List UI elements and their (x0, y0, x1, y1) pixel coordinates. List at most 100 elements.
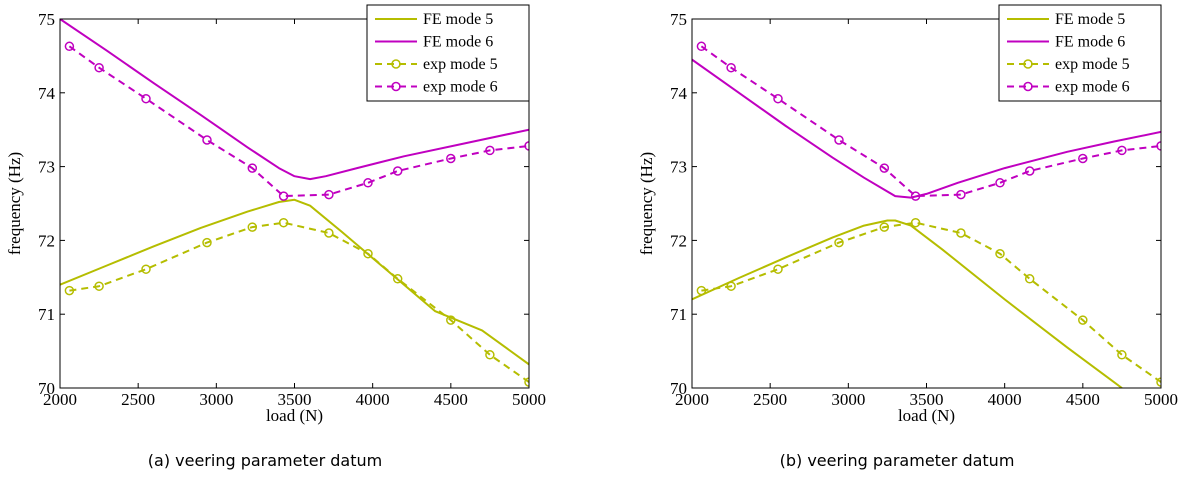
y-tick-label: 70 (38, 379, 55, 398)
data-point (278, 217, 289, 228)
data-point (834, 237, 844, 248)
legend-marker (391, 59, 401, 69)
series-line-fe-mode-6 (692, 58, 1161, 199)
chart-panel-1: 2000 2500 3000 3500 4000 4500 5000 70 71 72 73 74 75… (5, 4, 546, 470)
y-tick-label: 74 (670, 84, 688, 103)
data-point (834, 135, 844, 145)
chart-panel-2: 2000 2500 3000 3500 4000 4500 5000 70 71 72 73 74 75… (637, 4, 1178, 470)
legend-marker (1023, 59, 1033, 69)
x-tick-label: 4000 (988, 390, 1022, 409)
x-tick-label: 3000 (831, 390, 865, 409)
x-tick-label: 2000 (43, 390, 77, 409)
y-tick-label: 73 (38, 158, 55, 177)
y-tick-label: 75 (670, 10, 687, 29)
data-point (879, 222, 890, 232)
series-line-exp-mode-5 (69, 221, 529, 383)
x-tick-label: 2000 (675, 390, 709, 409)
data-point (485, 350, 495, 360)
data-point (726, 62, 736, 73)
data-point (910, 217, 921, 228)
data-point (446, 153, 456, 164)
data-point (392, 166, 403, 176)
data-point (363, 248, 373, 259)
data-point (1156, 141, 1161, 151)
data-point (485, 145, 495, 156)
x-tick-label: 3500 (278, 390, 312, 409)
x-tick-label: 5000 (1144, 390, 1178, 409)
x-tick-label: 4500 (434, 390, 468, 409)
legend-box (366, 4, 530, 102)
data-point (956, 189, 966, 200)
data-point (773, 93, 783, 104)
legend-label: exp mode 6 (1055, 79, 1130, 96)
series-line-fe-mode-5 (60, 198, 529, 366)
data-point (278, 191, 289, 201)
x-axis-label: load (N) (266, 406, 323, 425)
data-point (202, 237, 212, 248)
x-tick-label: 2500 (121, 390, 155, 409)
data-point (324, 228, 334, 238)
data-point (1117, 350, 1127, 360)
data-point (141, 93, 151, 104)
y-tick-label: 75 (38, 10, 55, 29)
data-point (773, 264, 783, 274)
data-point (141, 264, 151, 274)
x-tick-label: 3500 (910, 390, 944, 409)
data-point (64, 285, 75, 296)
series-line-fe-mode-6 (60, 19, 529, 181)
data-point (247, 222, 258, 232)
data-point (392, 274, 403, 284)
x-tick-label: 3000 (199, 390, 233, 409)
x-tick-label: 5000 (512, 390, 546, 409)
data-point (94, 62, 104, 73)
x-tick-label: 4500 (1066, 390, 1100, 409)
legend-box (998, 4, 1162, 102)
y-tick-label: 71 (670, 305, 687, 324)
legend-marker (391, 81, 401, 92)
y-tick-label: 72 (670, 231, 687, 250)
y-tick-label: 71 (38, 305, 55, 324)
y-tick-label: 70 (670, 379, 687, 398)
data-point (995, 178, 1005, 188)
legend: FE mode 5 FE mode 6 exp mode 5 exp mode 6 (998, 4, 1162, 102)
data-point (324, 189, 334, 200)
data-point (446, 315, 456, 325)
data-point (524, 141, 529, 151)
data-point (696, 285, 707, 296)
data-point (696, 41, 707, 52)
figure-caption: (a) veering parameter datum (148, 451, 382, 470)
data-point (1156, 377, 1161, 387)
legend-label: exp mode 5 (423, 56, 498, 73)
legend-marker (1023, 81, 1033, 92)
series-line-exp-mode-5 (701, 221, 1161, 383)
y-tick-label: 74 (38, 84, 56, 103)
data-point (956, 228, 966, 238)
legend-label: FE mode 5 (1055, 11, 1125, 28)
data-point (524, 377, 529, 387)
data-point (995, 248, 1005, 259)
y-tick-label: 72 (38, 231, 55, 250)
legend-label: FE mode 6 (423, 34, 493, 51)
data-point (910, 191, 921, 201)
figure-caption: (b) veering parameter datum (780, 451, 1015, 470)
legend-label: FE mode 5 (423, 11, 493, 28)
data-point (64, 41, 75, 52)
data-point (879, 163, 890, 173)
data-point (1117, 145, 1127, 156)
data-point (1024, 274, 1035, 284)
y-tick-label: 73 (670, 158, 687, 177)
legend-label: exp mode 6 (423, 79, 498, 96)
legend-label: exp mode 5 (1055, 56, 1130, 73)
data-point (94, 281, 104, 291)
data-point (1078, 153, 1088, 164)
data-point (363, 178, 373, 188)
y-axis-label: frequency (Hz) (637, 152, 656, 255)
series-line-fe-mode-5 (692, 219, 1123, 388)
data-point (202, 135, 212, 145)
x-axis-label: load (N) (898, 406, 955, 425)
data-point (1024, 166, 1035, 176)
data-point (1078, 315, 1088, 325)
legend-label: FE mode 6 (1055, 34, 1125, 51)
y-axis-label: frequency (Hz) (5, 152, 24, 255)
